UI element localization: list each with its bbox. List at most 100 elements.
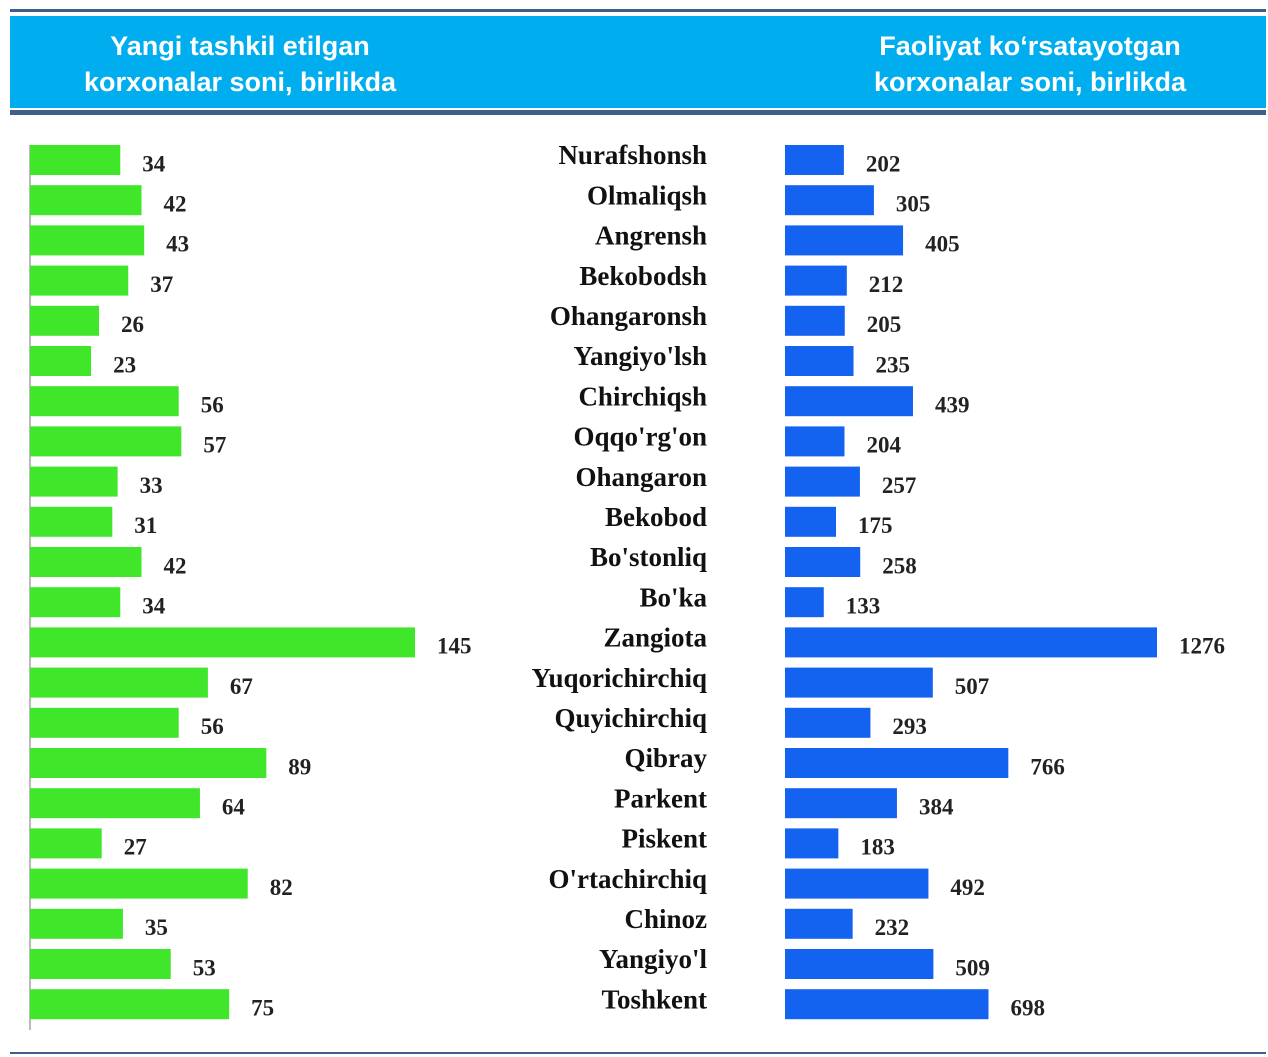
- value-label: 232: [875, 915, 910, 940]
- value-label: 33: [140, 473, 163, 498]
- value-label: 257: [882, 473, 917, 498]
- header-bottom-line: [10, 110, 1266, 115]
- bar: [785, 346, 854, 376]
- category-label: Bo'stonliq: [590, 542, 707, 572]
- value-label: 212: [869, 272, 904, 297]
- value-label: 56: [201, 714, 224, 739]
- value-label: 204: [866, 433, 901, 458]
- value-label: 75: [251, 995, 274, 1020]
- bar: [785, 828, 839, 859]
- footer-line: [10, 1052, 1266, 1054]
- bar: [30, 949, 171, 979]
- value-label: 439: [935, 392, 970, 417]
- category-label: Bekobodsh: [579, 261, 707, 291]
- category-label: Zangiota: [603, 623, 707, 653]
- bar: [30, 426, 182, 457]
- value-label: 205: [867, 312, 902, 337]
- value-label: 82: [270, 875, 293, 900]
- bar: [30, 225, 145, 256]
- bar: [785, 426, 845, 457]
- bar: [785, 908, 853, 939]
- bar: [30, 265, 129, 296]
- bar: [30, 788, 200, 819]
- bar: [785, 587, 824, 618]
- bar: [785, 145, 844, 175]
- value-label: 42: [164, 553, 187, 578]
- left-header: Yangi tashkil etilgan korxonalar soni, b…: [83, 31, 397, 97]
- category-label: Oqqo'rg'on: [573, 422, 707, 452]
- value-label: 405: [925, 232, 960, 257]
- category-label: Parkent: [614, 783, 707, 813]
- bar: [30, 145, 121, 175]
- value-label: 258: [882, 553, 917, 578]
- value-label: 202: [866, 151, 901, 176]
- bar: [30, 908, 123, 939]
- header-band: [10, 16, 1266, 108]
- category-label: Ohangaron: [575, 462, 707, 492]
- bar: [785, 547, 861, 577]
- bar: [30, 707, 179, 738]
- value-label: 698: [1010, 995, 1045, 1020]
- bar: [30, 185, 142, 216]
- value-label: 492: [950, 875, 985, 900]
- value-label: 235: [876, 352, 911, 377]
- category-label: Nurafshonsh: [558, 140, 707, 170]
- value-label: 175: [858, 513, 893, 538]
- value-label: 27: [124, 835, 147, 860]
- bar: [785, 868, 929, 899]
- bar: [30, 828, 102, 859]
- value-label: 37: [150, 272, 173, 297]
- value-label: 34: [142, 151, 166, 176]
- bar: [30, 506, 113, 537]
- category-label: Toshkent: [601, 984, 707, 1014]
- value-label: 34: [142, 593, 166, 618]
- value-label: 293: [892, 714, 927, 739]
- bar: [30, 386, 179, 417]
- bar: [30, 627, 415, 658]
- bar: [785, 949, 934, 979]
- bar: [785, 788, 897, 819]
- bar: [785, 185, 874, 216]
- right-header: Faoliyat ko‘rsatayotgan korxonalar soni,…: [873, 31, 1187, 97]
- value-label: 43: [166, 232, 189, 257]
- category-label: Olmaliqsh: [587, 180, 707, 210]
- value-label: 509: [955, 955, 990, 980]
- value-label: 89: [288, 754, 311, 779]
- bar: [30, 547, 142, 577]
- bar: [30, 748, 267, 778]
- category-label: Bekobod: [605, 502, 707, 532]
- category-label: Angrensh: [595, 221, 707, 251]
- category-label: Piskent: [621, 824, 707, 854]
- bar: [785, 667, 933, 698]
- bar: [785, 386, 913, 417]
- value-label: 31: [134, 513, 157, 538]
- category-label: Yangiyo'lsh: [573, 341, 707, 371]
- marks: Nurafshonsh Olmaliqsh Angrensh Bekobodsh Oha…: [30, 140, 1225, 1020]
- value-label: 56: [201, 392, 224, 417]
- value-label: 1276: [1179, 634, 1225, 659]
- value-label: 35: [145, 915, 168, 940]
- bar: [785, 305, 845, 336]
- bar: [785, 748, 1009, 778]
- category-label: Bo'ka: [639, 582, 707, 612]
- bar: [30, 305, 100, 336]
- value-label: 67: [230, 674, 253, 699]
- value-label: 507: [955, 674, 990, 699]
- value-label: 766: [1030, 754, 1065, 779]
- bar: [785, 225, 904, 256]
- category-label: Chirchiqsh: [578, 381, 707, 411]
- bar: [30, 868, 248, 899]
- bar: [30, 466, 118, 497]
- value-label: 133: [846, 593, 881, 618]
- value-label: 305: [896, 191, 931, 216]
- value-label: 26: [121, 312, 144, 337]
- category-label: Chinoz: [624, 904, 707, 934]
- category-label: Yangiyo'l: [599, 944, 708, 974]
- bar: [785, 707, 871, 738]
- bar: [785, 989, 989, 1020]
- value-label: 64: [222, 794, 246, 819]
- bar: [785, 506, 837, 537]
- value-label: 53: [193, 955, 216, 980]
